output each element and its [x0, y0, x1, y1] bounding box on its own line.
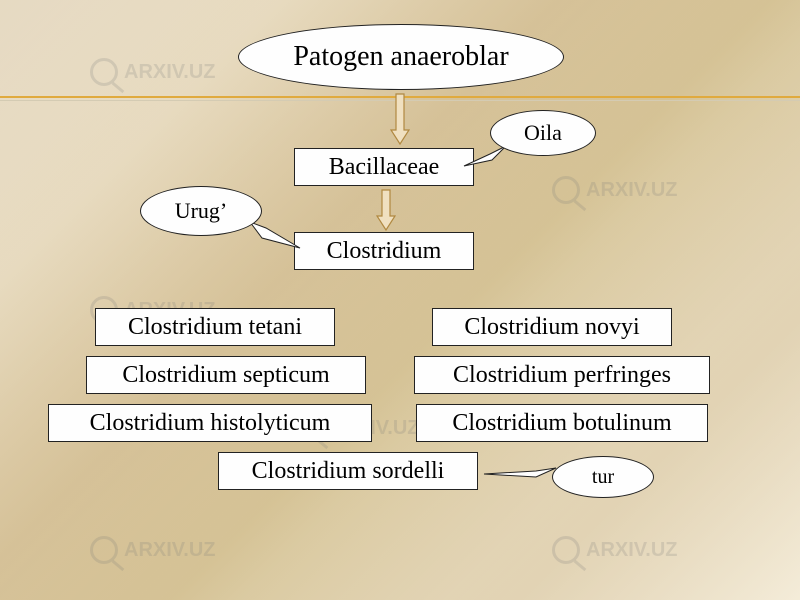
genus-text: Clostridium [327, 238, 442, 265]
arrow-down-icon [376, 188, 396, 232]
species-node: Clostridium perfringes [414, 356, 710, 394]
background [0, 0, 800, 600]
urug-text: Urug’ [175, 198, 228, 224]
species-node: Clostridium septicum [86, 356, 366, 394]
species-node: Clostridium novyi [432, 308, 672, 346]
species-text: Clostridium perfringes [453, 362, 671, 389]
species-text: Clostridium septicum [122, 362, 329, 389]
species-text: Clostridium botulinum [452, 410, 671, 437]
species-text: Clostridium tetani [128, 314, 302, 341]
tur-callout: tur [552, 456, 654, 498]
species-text: Clostridium histolyticum [90, 410, 331, 437]
title-text: Patogen anaeroblar [293, 41, 508, 73]
urug-callout: Urug’ [140, 186, 262, 236]
species-text: Clostridium novyi [464, 314, 639, 341]
tur-text: tur [592, 466, 614, 489]
title-node: Patogen anaeroblar [238, 24, 564, 90]
callout-tail [480, 464, 560, 484]
species-node: Clostridium histolyticum [48, 404, 372, 442]
family-node: Bacillaceae [294, 148, 474, 186]
species-node: Clostridium botulinum [416, 404, 708, 442]
genus-node: Clostridium [294, 232, 474, 270]
species-text: Clostridium sordelli [252, 458, 445, 485]
arrow-down-icon [390, 92, 410, 146]
species-node: Clostridium tetani [95, 308, 335, 346]
oila-callout: Oila [490, 110, 596, 156]
family-text: Bacillaceae [329, 154, 440, 181]
species-node: Clostridium sordelli [218, 452, 478, 490]
oila-text: Oila [524, 120, 562, 146]
